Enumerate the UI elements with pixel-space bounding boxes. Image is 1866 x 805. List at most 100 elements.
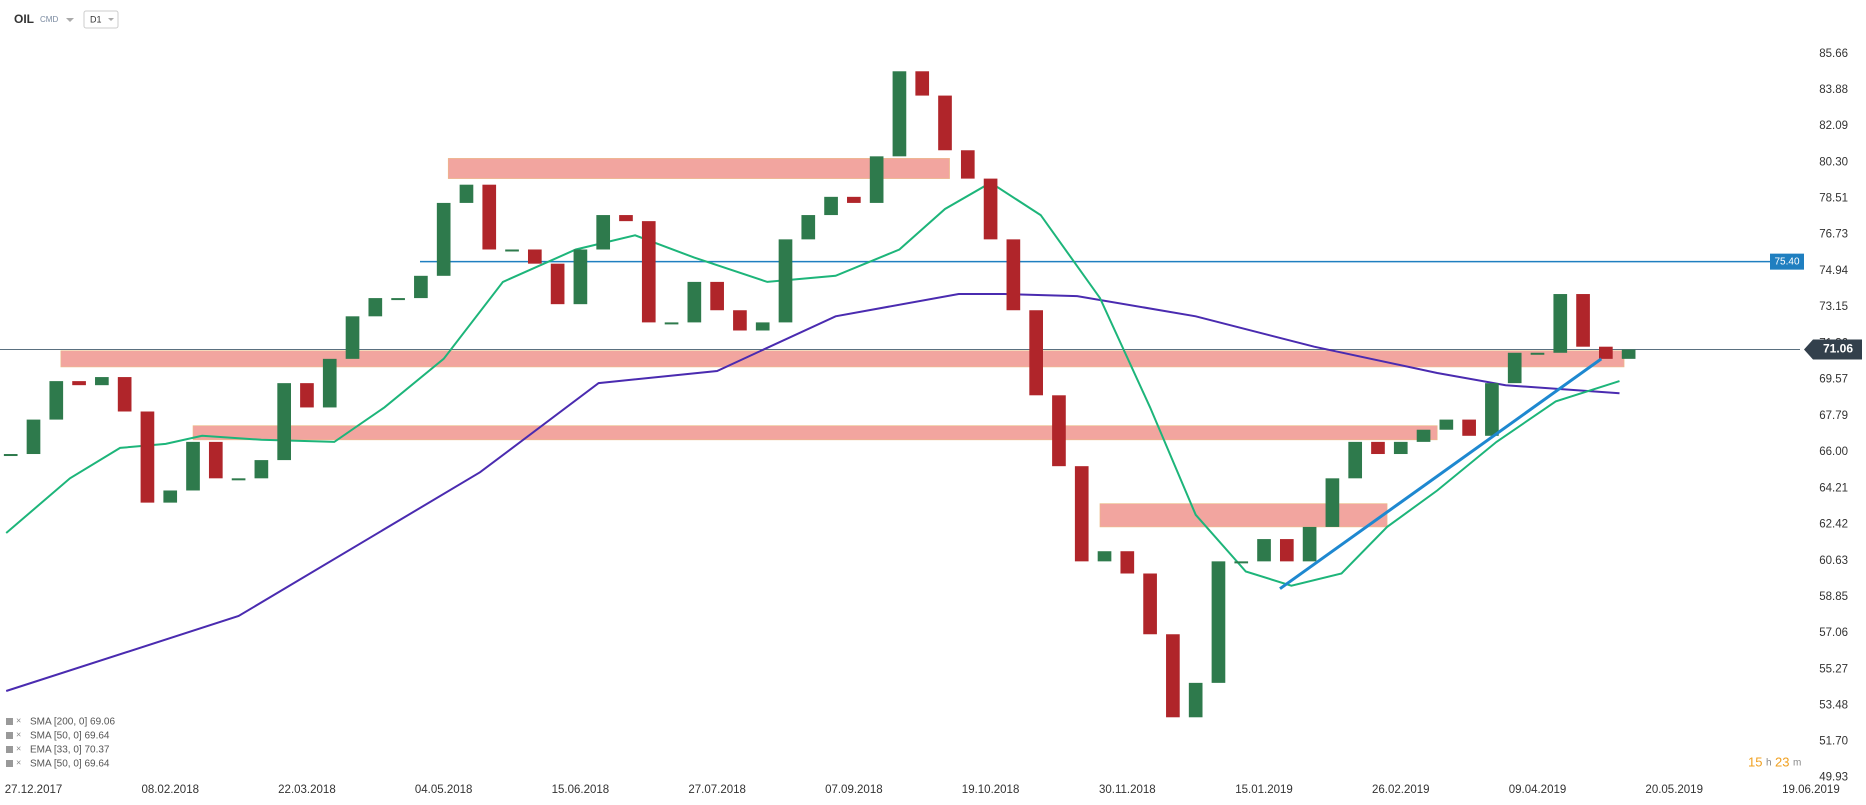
timer: 23 [1775,754,1789,769]
y-tick-label: 74.94 [1819,265,1848,277]
interval[interactable]: D1 [90,14,102,24]
interval-box[interactable] [83,10,119,29]
candle-body [459,184,474,203]
candle-body [1257,539,1271,562]
trendline [1279,357,1603,590]
x-tick-label: 27.12.2017 [5,784,63,796]
candle-body [687,281,702,323]
candle-body [1599,346,1613,359]
candle-body [1074,466,1089,562]
legend-close: × [16,743,21,753]
y-tick-label: 55.27 [1819,663,1848,675]
candle-body [3,454,18,457]
y-tick-label: 78.51 [1819,193,1848,205]
candle-body [345,316,360,359]
market: CMD [40,15,58,24]
candle-body [664,322,679,325]
candle-body [915,71,930,96]
candle-body [1234,561,1249,564]
candle-body [641,221,656,323]
y-tick-label: 58.85 [1819,591,1848,603]
candle-body [1462,419,1476,436]
candle-body [1621,349,1636,359]
candle-body [1416,429,1431,442]
y-tick-label: 67.79 [1819,410,1848,422]
candle-body [801,215,816,240]
zone [1099,503,1388,528]
candle-body [368,298,383,317]
x-tick-label: 22.03.2018 [278,784,336,796]
y-tick-label: 80.30 [1819,156,1848,168]
candle-body [322,358,337,408]
candle-body [1348,441,1363,479]
candle-body [550,263,565,305]
level-label-box [1770,253,1804,270]
legend-close: × [16,757,21,767]
candle-body [1507,352,1522,384]
candle-body [49,381,64,420]
x-tick-label: 15.06.2018 [552,784,610,796]
moving-average-line [5,181,1620,587]
candle-body [1097,551,1112,562]
candle-body [1371,441,1385,455]
x-tick-label: 08.02.2018 [141,784,199,796]
legend-icon [6,718,13,725]
moving-average-line [5,293,1620,692]
x-tick-label: 26.02.2019 [1372,784,1430,796]
legend-entry: SMA [200, 0] 69.06 [30,717,115,728]
candle-body [1393,441,1408,455]
candle-body [847,196,861,203]
candle-body [1006,239,1021,311]
candle-body [1029,310,1043,396]
candle-body [1279,539,1294,562]
y-tick-label: 49.93 [1819,771,1848,783]
x-tick-label: 30.11.2018 [1099,784,1156,796]
legend-icon [6,732,13,739]
candle-body [892,71,907,157]
candle-body [208,441,223,479]
timer: h [1766,758,1772,769]
candle-body [95,377,109,386]
candle-body [414,275,428,299]
candle-body [619,215,633,222]
zone [192,425,1438,441]
x-tick-label: 09.04.2019 [1509,784,1567,796]
y-tick-label: 73.15 [1819,301,1848,313]
candle-body [1188,682,1203,718]
dropdown-arrow[interactable] [66,18,74,22]
last-price-box [1804,339,1862,360]
y-tick-label: 83.88 [1819,84,1848,96]
y-tick-label: 64.21 [1819,482,1848,494]
candle-body [436,202,451,276]
candle-body [960,150,975,179]
candle-body [596,215,611,250]
y-tick-label: 69.57 [1819,374,1848,386]
candle-body [1553,294,1568,353]
candle-body [1439,419,1454,430]
candle-body [231,478,246,481]
candle-body [277,383,291,461]
y-tick-label: 60.63 [1819,555,1848,567]
dropdown-arrow [108,18,114,21]
x-tick-label: 19.06.2019 [1782,784,1840,796]
candle-body [300,383,314,408]
zone [447,158,950,179]
x-tick-label: 15.01.2019 [1235,784,1293,796]
level-label: 75.40 [1774,256,1799,267]
x-tick-label: 20.05.2019 [1645,784,1703,796]
candle-body [117,377,132,412]
last-price-label: 71.06 [1823,342,1853,356]
y-tick-label: 85.66 [1819,48,1848,60]
candle-body [1052,395,1066,467]
candle-body [254,460,269,479]
candle-body [163,490,178,503]
y-tick-label: 51.70 [1819,736,1848,748]
legend-close: × [16,729,21,739]
zone [60,350,1625,368]
candle-body [573,249,588,305]
candle-body [1166,634,1180,718]
symbol[interactable]: OIL [14,12,34,26]
candle-body [710,281,724,311]
candle-body [1211,561,1226,683]
